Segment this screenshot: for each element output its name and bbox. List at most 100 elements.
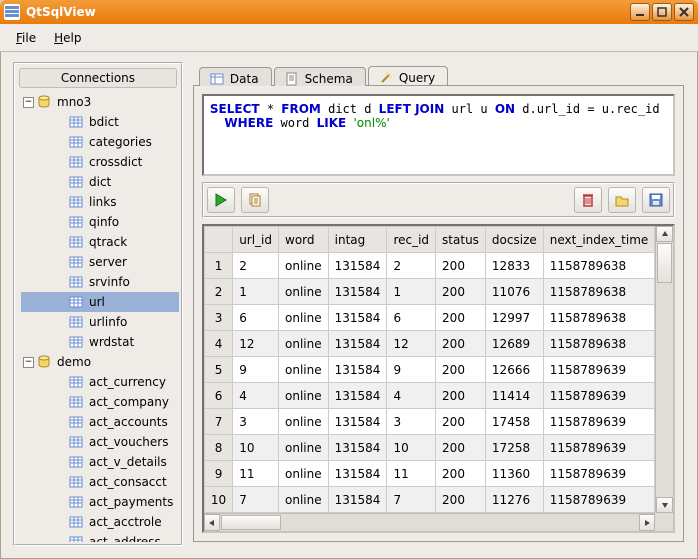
cell[interactable]: online [279, 435, 329, 461]
cell[interactable]: 200 [436, 331, 486, 357]
cell[interactable]: 17258 [485, 435, 543, 461]
cell[interactable]: 12666 [485, 357, 543, 383]
cell[interactable]: 200 [436, 279, 486, 305]
tree-db-mno3[interactable]: −mno3 [21, 92, 179, 112]
connections-header[interactable]: Connections [19, 68, 177, 88]
tab-query[interactable]: Query [368, 66, 448, 85]
cell[interactable]: 10 [233, 435, 279, 461]
cell[interactable]: 9 [387, 357, 436, 383]
save-button[interactable] [642, 187, 670, 213]
tree-table-srvinfo[interactable]: srvinfo [21, 272, 179, 292]
cell[interactable]: 200 [436, 461, 486, 487]
cell[interactable]: 131584 [328, 461, 387, 487]
tree-table-urlinfo[interactable]: urlinfo [21, 312, 179, 332]
cell[interactable]: 17458 [485, 409, 543, 435]
tree-table-qinfo[interactable]: qinfo [21, 212, 179, 232]
row-header[interactable]: 2 [204, 279, 232, 305]
cell[interactable]: 131584 [328, 253, 387, 279]
cell[interactable]: 11076 [485, 279, 543, 305]
cell[interactable]: 131584 [328, 331, 387, 357]
tree-table-crossdict[interactable]: crossdict [21, 152, 179, 172]
table-row[interactable]: 64online1315844200114141158789639 [204, 383, 654, 409]
cell[interactable]: 1158789639 [543, 487, 655, 513]
cell[interactable]: 11360 [485, 461, 543, 487]
col-docsize[interactable]: docsize [485, 227, 543, 253]
cell[interactable]: 3 [387, 409, 436, 435]
tree-table-wrdstat[interactable]: wrdstat [21, 332, 179, 352]
cell[interactable]: 10 [387, 435, 436, 461]
tree-table-dict[interactable]: dict [21, 172, 179, 192]
cell[interactable]: 1158789639 [543, 435, 655, 461]
minimize-button[interactable] [630, 3, 650, 21]
cell[interactable]: online [279, 357, 329, 383]
table-row[interactable]: 73online1315843200174581158789639 [204, 409, 654, 435]
cell[interactable]: 4 [387, 383, 436, 409]
scroll-thumb[interactable] [221, 515, 281, 530]
tree-table-url[interactable]: url [21, 292, 179, 312]
cell[interactable]: 11 [233, 461, 279, 487]
scroll-left-icon[interactable] [204, 514, 220, 531]
cell[interactable]: 12833 [485, 253, 543, 279]
col-url_id[interactable]: url_id [233, 227, 279, 253]
cell[interactable]: 131584 [328, 487, 387, 513]
close-button[interactable] [674, 3, 694, 21]
cell[interactable]: 12 [233, 331, 279, 357]
cell[interactable]: 11414 [485, 383, 543, 409]
cell[interactable]: 131584 [328, 357, 387, 383]
cell[interactable]: 200 [436, 383, 486, 409]
cell[interactable]: 200 [436, 253, 486, 279]
expander-icon[interactable]: − [23, 97, 34, 108]
row-header[interactable]: 8 [204, 435, 232, 461]
cell[interactable]: 200 [436, 357, 486, 383]
cell[interactable]: 1158789639 [543, 409, 655, 435]
table-row[interactable]: 107online1315847200112761158789639 [204, 487, 654, 513]
tree-table-links[interactable]: links [21, 192, 179, 212]
menu-help[interactable]: Help [48, 29, 87, 47]
tree-table-act_payments[interactable]: act_payments [21, 492, 179, 512]
row-header[interactable]: 9 [204, 461, 232, 487]
copy-button[interactable] [241, 187, 269, 213]
vertical-scrollbar[interactable] [655, 226, 673, 513]
cell[interactable]: 7 [387, 487, 436, 513]
cell[interactable]: 131584 [328, 279, 387, 305]
table-row[interactable]: 412online13158412200126891158789638 [204, 331, 654, 357]
tree-table-act_acctrole[interactable]: act_acctrole [21, 512, 179, 532]
cell[interactable]: 3 [233, 409, 279, 435]
tree-db-demo[interactable]: −demo [21, 352, 179, 372]
cell[interactable]: 11 [387, 461, 436, 487]
cell[interactable]: 1158789638 [543, 305, 655, 331]
tab-data[interactable]: Data [199, 67, 272, 86]
row-header[interactable]: 6 [204, 383, 232, 409]
cell[interactable]: 1158789638 [543, 331, 655, 357]
cell[interactable]: 131584 [328, 383, 387, 409]
cell[interactable]: 200 [436, 435, 486, 461]
table-row[interactable]: 59online1315849200126661158789639 [204, 357, 654, 383]
table-row[interactable]: 810online13158410200172581158789639 [204, 435, 654, 461]
cell[interactable]: online [279, 487, 329, 513]
cell[interactable]: 2 [387, 253, 436, 279]
cell[interactable]: online [279, 305, 329, 331]
scroll-thumb[interactable] [657, 243, 672, 283]
cell[interactable]: 1158789639 [543, 383, 655, 409]
cell[interactable]: 12689 [485, 331, 543, 357]
cell[interactable]: 1158789639 [543, 357, 655, 383]
cell[interactable]: 1158789638 [543, 279, 655, 305]
table-row[interactable]: 36online1315846200129971158789638 [204, 305, 654, 331]
cell[interactable]: online [279, 331, 329, 357]
cell[interactable]: 200 [436, 305, 486, 331]
col-status[interactable]: status [436, 227, 486, 253]
table-row[interactable]: 12online1315842200128331158789638 [204, 253, 654, 279]
row-header[interactable]: 7 [204, 409, 232, 435]
cell[interactable]: online [279, 461, 329, 487]
col-next_index_time[interactable]: next_index_time [543, 227, 655, 253]
grid-corner[interactable] [204, 227, 232, 253]
tree-table-qtrack[interactable]: qtrack [21, 232, 179, 252]
cell[interactable]: online [279, 409, 329, 435]
row-header[interactable]: 3 [204, 305, 232, 331]
tree-table-act_vouchers[interactable]: act_vouchers [21, 432, 179, 452]
cell[interactable]: 12997 [485, 305, 543, 331]
cell[interactable]: online [279, 253, 329, 279]
cell[interactable]: 2 [233, 253, 279, 279]
menu-file[interactable]: File [10, 29, 42, 47]
cell[interactable]: 12 [387, 331, 436, 357]
